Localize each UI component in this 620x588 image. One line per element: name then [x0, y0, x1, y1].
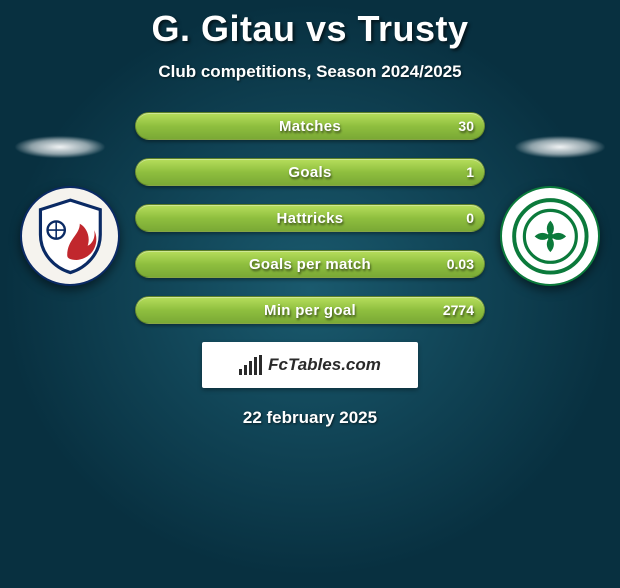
stat-label: Hattricks — [277, 210, 344, 227]
stat-label: Goals per match — [249, 256, 371, 273]
brand-bars-icon — [239, 355, 262, 375]
stat-row-goals: Goals 1 — [135, 158, 485, 186]
brand-watermark: FcTables.com — [202, 342, 418, 388]
page-title: G. Gitau vs Trusty — [0, 8, 620, 50]
infographic-date: 22 february 2025 — [0, 408, 620, 428]
stat-row-goals-per-match: Goals per match 0.03 — [135, 250, 485, 278]
stat-value: 30 — [458, 118, 474, 134]
brand-text: FcTables.com — [268, 355, 381, 375]
page-subtitle: Club competitions, Season 2024/2025 — [0, 62, 620, 82]
stat-label: Matches — [279, 118, 341, 135]
stat-label: Goals — [288, 164, 331, 181]
stat-label: Min per goal — [264, 302, 356, 319]
stat-value: 1 — [466, 164, 474, 180]
stat-value: 2774 — [443, 302, 474, 318]
stats-area: Matches 30 Goals 1 Hattricks 0 Goals per… — [0, 112, 620, 324]
stat-row-matches: Matches 30 — [135, 112, 485, 140]
stat-row-min-per-goal: Min per goal 2774 — [135, 296, 485, 324]
stat-value: 0.03 — [447, 256, 474, 272]
stat-row-hattricks: Hattricks 0 — [135, 204, 485, 232]
stat-value: 0 — [466, 210, 474, 226]
